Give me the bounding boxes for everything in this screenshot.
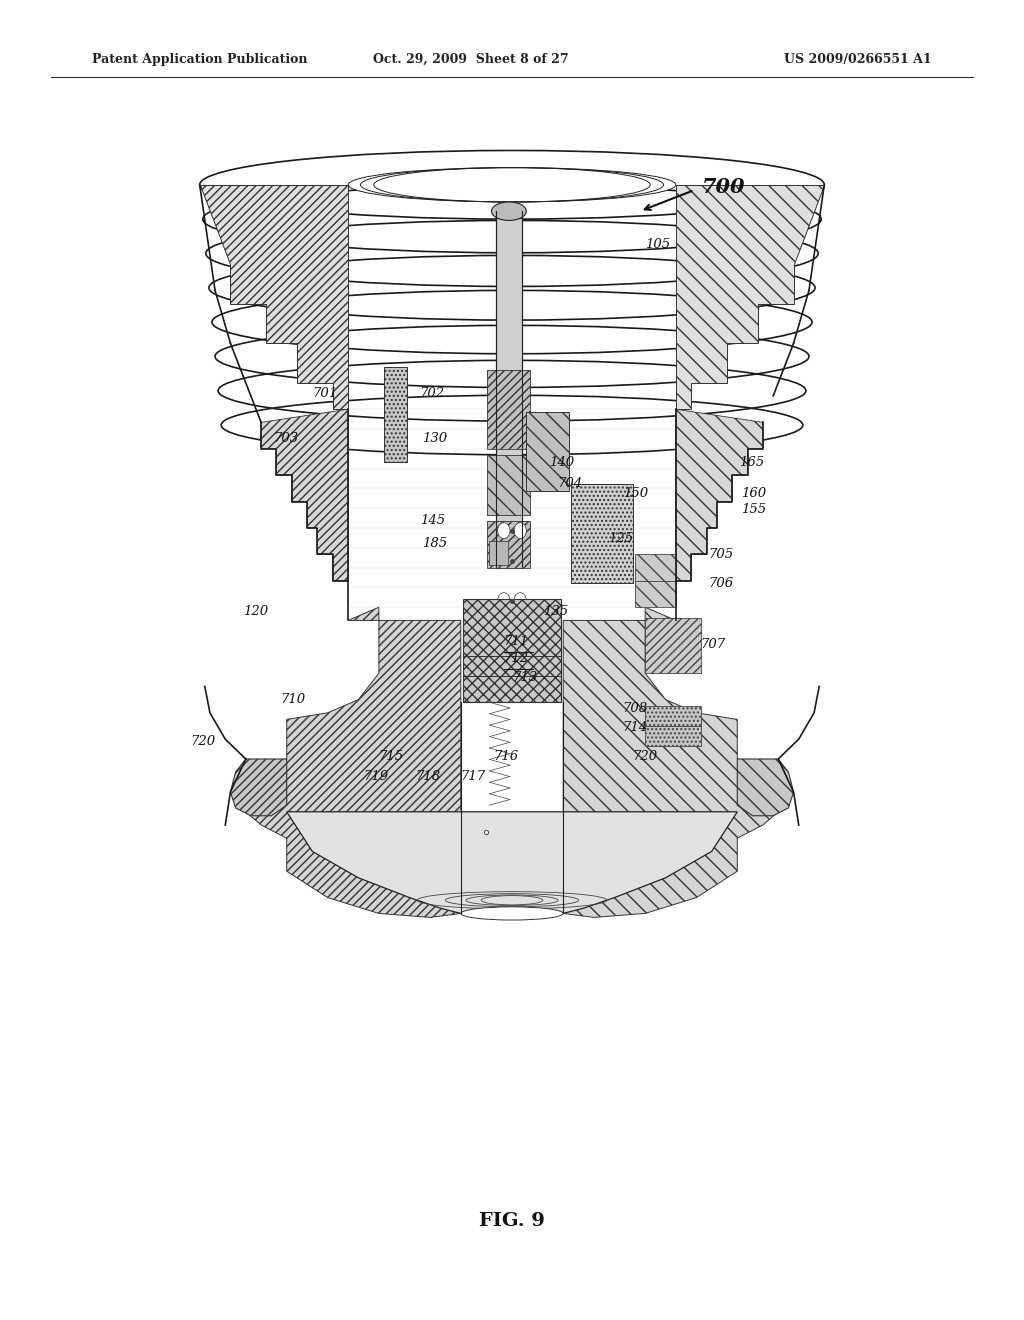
- Text: 707: 707: [700, 638, 726, 651]
- Ellipse shape: [461, 907, 563, 920]
- Text: 718: 718: [416, 770, 441, 783]
- Text: 705: 705: [709, 548, 734, 561]
- Polygon shape: [676, 185, 824, 409]
- Text: 712: 712: [504, 652, 529, 665]
- FancyBboxPatch shape: [463, 599, 561, 702]
- FancyBboxPatch shape: [645, 726, 701, 746]
- Text: 125: 125: [608, 532, 634, 545]
- Text: 704: 704: [557, 477, 583, 490]
- Polygon shape: [563, 607, 778, 917]
- Text: 711: 711: [504, 635, 529, 648]
- Text: 719: 719: [364, 770, 389, 783]
- Text: 702: 702: [420, 387, 445, 400]
- Text: 703: 703: [273, 432, 299, 445]
- Circle shape: [498, 593, 510, 609]
- FancyBboxPatch shape: [645, 618, 701, 673]
- Text: 165: 165: [739, 455, 765, 469]
- FancyBboxPatch shape: [489, 541, 508, 565]
- FancyBboxPatch shape: [384, 367, 407, 462]
- Text: 720: 720: [633, 750, 658, 763]
- Text: 706: 706: [709, 577, 734, 590]
- Text: 140: 140: [549, 455, 574, 469]
- FancyBboxPatch shape: [487, 370, 530, 449]
- Text: 717: 717: [461, 770, 486, 783]
- Text: 155: 155: [741, 503, 767, 516]
- Text: FIG. 9: FIG. 9: [479, 1212, 545, 1230]
- FancyBboxPatch shape: [496, 218, 522, 568]
- FancyBboxPatch shape: [487, 521, 530, 568]
- Text: Oct. 29, 2009  Sheet 8 of 27: Oct. 29, 2009 Sheet 8 of 27: [373, 53, 569, 66]
- Text: 713: 713: [512, 671, 538, 684]
- Text: 120: 120: [243, 605, 268, 618]
- Text: 145: 145: [420, 513, 445, 527]
- Text: 720: 720: [190, 735, 216, 748]
- FancyBboxPatch shape: [526, 412, 569, 491]
- FancyBboxPatch shape: [635, 554, 676, 581]
- Text: 714: 714: [623, 721, 648, 734]
- Text: 715: 715: [379, 750, 404, 763]
- FancyBboxPatch shape: [571, 484, 633, 583]
- Text: 160: 160: [741, 487, 767, 500]
- FancyBboxPatch shape: [645, 706, 701, 726]
- Polygon shape: [261, 409, 348, 581]
- Ellipse shape: [492, 202, 526, 220]
- Text: 130: 130: [422, 432, 447, 445]
- Text: 708: 708: [623, 702, 648, 715]
- Text: 135: 135: [543, 605, 568, 618]
- Text: 700: 700: [701, 177, 744, 198]
- Polygon shape: [230, 759, 287, 816]
- Polygon shape: [200, 185, 348, 409]
- Text: 710: 710: [280, 693, 305, 706]
- Text: Patent Application Publication: Patent Application Publication: [92, 53, 307, 66]
- Ellipse shape: [348, 168, 676, 202]
- Text: 716: 716: [494, 750, 519, 763]
- Text: 185: 185: [422, 537, 447, 550]
- Circle shape: [498, 523, 510, 539]
- Text: 150: 150: [623, 487, 648, 500]
- Polygon shape: [287, 812, 737, 913]
- FancyBboxPatch shape: [635, 581, 676, 607]
- Text: 105: 105: [645, 238, 671, 251]
- Text: 701: 701: [312, 387, 338, 400]
- Polygon shape: [737, 759, 794, 816]
- Polygon shape: [246, 607, 461, 917]
- Circle shape: [514, 523, 526, 539]
- Polygon shape: [676, 409, 763, 581]
- Circle shape: [514, 593, 526, 609]
- Text: US 2009/0266551 A1: US 2009/0266551 A1: [784, 53, 932, 66]
- FancyBboxPatch shape: [487, 455, 530, 515]
